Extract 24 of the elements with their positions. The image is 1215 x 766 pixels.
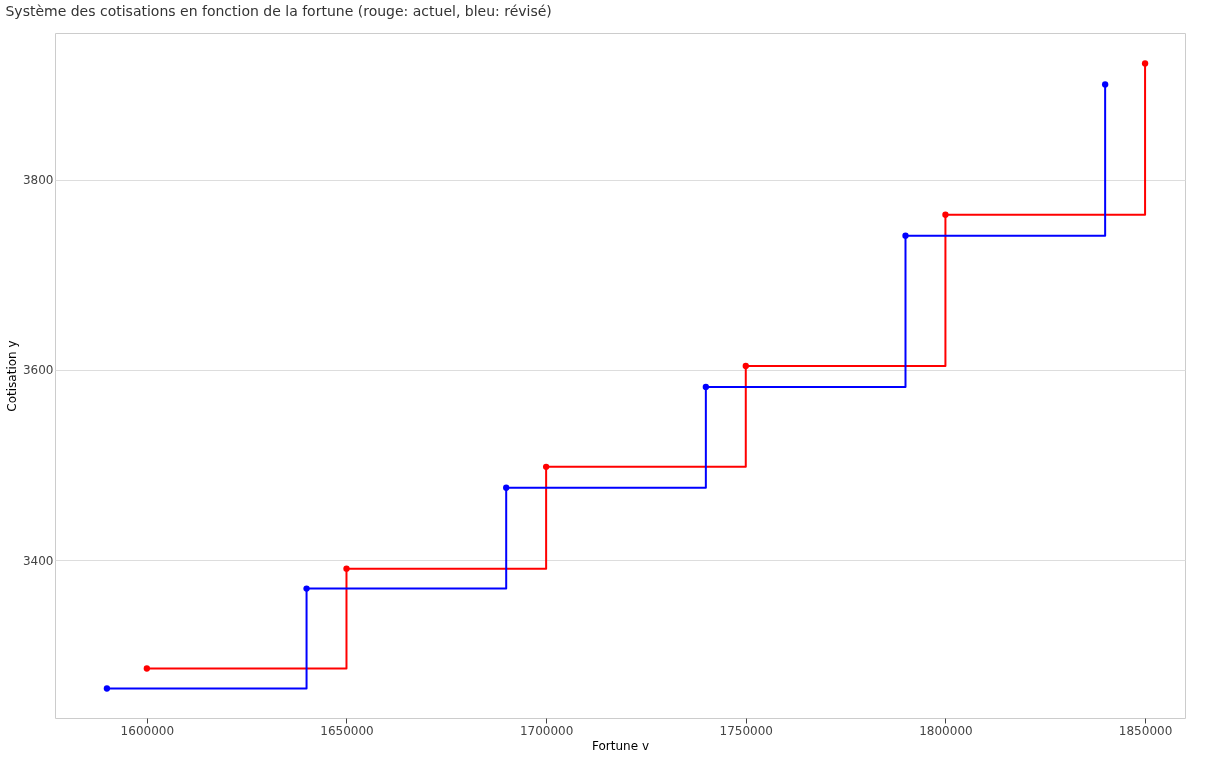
point [702,383,710,391]
point [942,211,949,218]
point [343,565,350,572]
point [902,232,909,239]
point [103,685,111,692]
y-tick-label: 3600 [22,363,54,378]
point [1101,81,1109,88]
point [742,362,749,370]
point [143,665,150,672]
chart-title: Système des cotisations en fonction de la fortune (rouge: actuel, bleu: révisé) [5,3,552,19]
x-axis-title: Fortune v [592,738,649,753]
y-tick-label: 3800 [22,173,54,188]
point [303,585,310,592]
point [503,484,510,491]
x-tick-label: 1850000 [1118,723,1173,738]
y-tick-label: 3400 [22,553,54,568]
x-tick-label: 1800000 [919,723,973,738]
y-axis-title: Cotisation y [4,340,19,412]
x-tick-label: 1600000 [120,723,175,738]
x-tick-label: 1700000 [519,723,574,738]
point [542,463,550,470]
point [1141,60,1149,67]
x-tick-label: 1650000 [320,723,374,738]
x-tick-label: 1750000 [719,723,773,738]
